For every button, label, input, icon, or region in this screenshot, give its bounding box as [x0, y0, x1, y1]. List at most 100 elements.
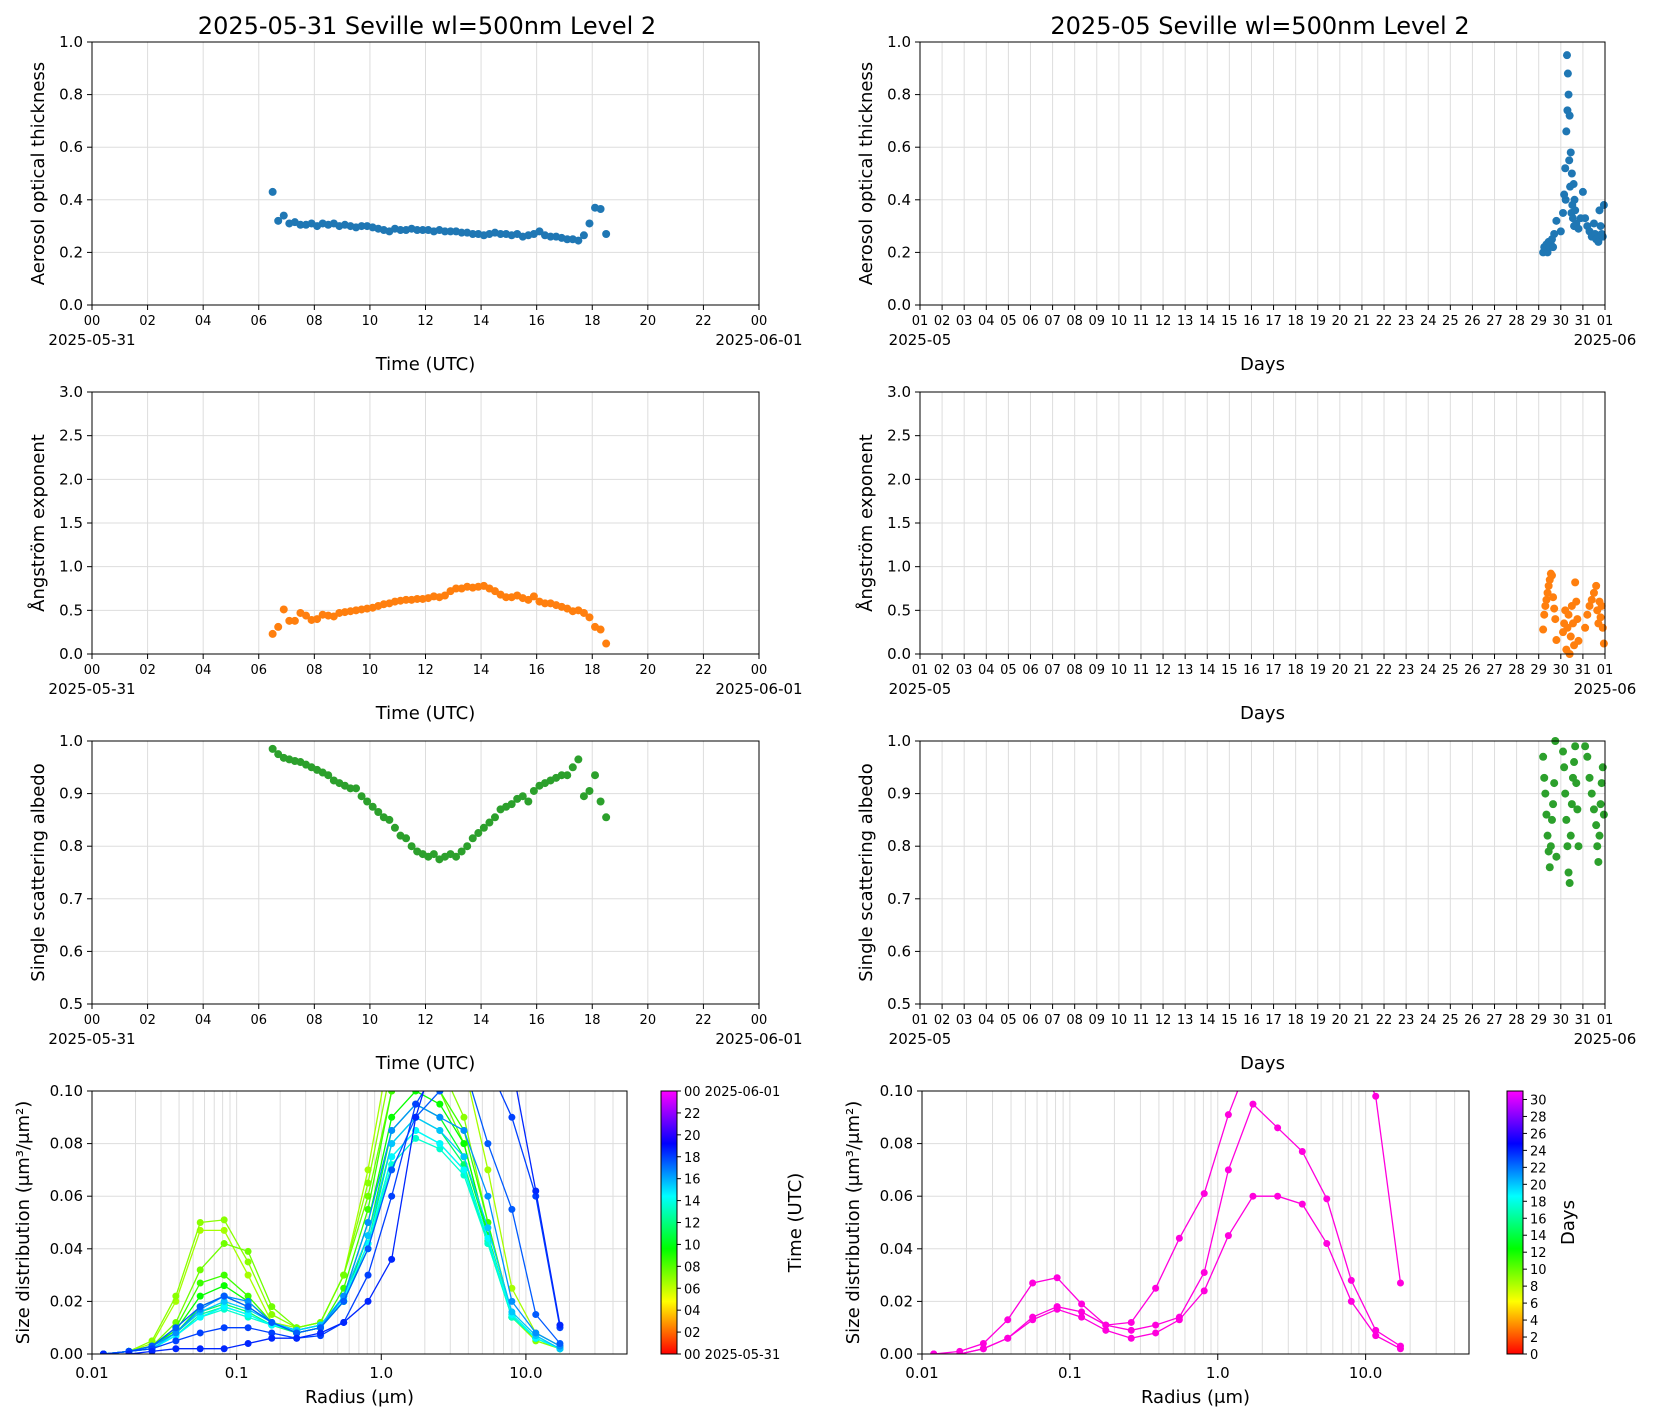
data-point — [1570, 195, 1579, 204]
y-tick-label: 0.10 — [50, 1082, 83, 1100]
size-distribution-point — [1200, 1190, 1208, 1198]
colorbar-tick-label: 4 — [1530, 1314, 1538, 1329]
size-distribution-point — [244, 1247, 252, 1255]
data-point — [1585, 601, 1594, 610]
size-distribution-point — [1396, 1279, 1404, 1287]
data-point — [563, 771, 572, 780]
size-distribution-point — [1127, 1318, 1135, 1326]
size-distribution-point — [268, 1311, 276, 1319]
x-tick-label: 10 — [362, 663, 379, 678]
y-tick-label: 0.04 — [50, 1240, 83, 1258]
x-tick-label: 06 — [250, 314, 267, 329]
x-tick-label: 08 — [306, 314, 323, 329]
size-distribution-point — [220, 1216, 228, 1224]
size-distribution-line — [103, 1091, 561, 1354]
size-distribution-point — [1200, 1268, 1208, 1276]
y-tick-label: 0.6 — [887, 942, 911, 960]
size-distribution-line — [103, 1103, 561, 1354]
size-distribution-point — [460, 982, 467, 989]
colorbar-tick-label: 04 — [684, 1304, 701, 1319]
size-distribution-line — [103, 1091, 561, 1354]
data-point — [1571, 206, 1580, 215]
size-distribution-point — [1249, 1100, 1257, 1108]
colorbar — [660, 1090, 678, 1355]
size-distribution-point — [1298, 1200, 1306, 1208]
y-axis-label: Ångström exponent — [855, 434, 877, 612]
x-tick-label: 06 — [1022, 1013, 1039, 1028]
x-tick-label: 26 — [1464, 1013, 1481, 1028]
x-tick-label: 20 — [640, 1013, 657, 1028]
x-tick-label: 02 — [139, 314, 156, 329]
data-point — [1587, 789, 1596, 798]
data-point — [1550, 779, 1559, 788]
size-distribution-point — [364, 1232, 372, 1240]
x-axis-label: Time (UTC) — [375, 1053, 476, 1074]
x-tick-label: 09 — [1089, 663, 1106, 678]
data-point — [418, 226, 427, 235]
x-tick-label: 07 — [1044, 663, 1061, 678]
size-distribution-point — [979, 1345, 987, 1353]
size-distribution-point — [556, 1321, 564, 1329]
colorbar-label: Time (UTC) — [785, 1173, 806, 1274]
data-point — [574, 755, 583, 764]
x-tick-label: 25 — [1442, 663, 1459, 678]
size-distribution-point — [220, 1240, 228, 1248]
data-point — [507, 800, 516, 809]
x-end-date-label: 2025-06 — [1574, 331, 1637, 349]
size-distribution-point — [364, 1271, 372, 1279]
x-tick-label: 01 — [1597, 1013, 1614, 1028]
y-tick-label: 0.2 — [59, 243, 83, 261]
x-tick-label: 07 — [1044, 314, 1061, 329]
x-tick-label: 16 — [1243, 314, 1260, 329]
data-point — [279, 211, 288, 220]
size-distribution-point — [364, 1205, 372, 1213]
data-point — [1587, 595, 1596, 604]
x-start-date-label: 2025-05-31 — [48, 1030, 135, 1048]
x-tick-label: 05 — [1000, 1013, 1017, 1028]
monthly_aod-panel: 01 02 03 04 05 06 07 08 09 10 11 12 13 14 15 16 17 18 19 20… — [856, 33, 1636, 375]
data-point — [1565, 156, 1574, 165]
x-tick-label: 18 — [1287, 314, 1304, 329]
data-point — [1581, 742, 1590, 751]
x-tick-label: 06 — [1022, 314, 1039, 329]
data-point — [1596, 613, 1605, 622]
x-tick-label: 09 — [1089, 314, 1106, 329]
x-tick-label: 10 — [362, 1013, 379, 1028]
x-tick-label: 13 — [1177, 1013, 1194, 1028]
x-tick-label: 12 — [417, 1013, 434, 1028]
x-tick-label: 00 — [751, 314, 768, 329]
data-point — [413, 226, 422, 235]
size-distribution-point — [244, 1271, 252, 1279]
data-point — [1540, 773, 1549, 782]
y-axis-label: Size distribution (μm³/μm²) — [843, 1101, 864, 1344]
data-point — [452, 584, 461, 593]
size-distribution-point — [196, 1329, 204, 1337]
x-tick-label: 18 — [1287, 663, 1304, 678]
data-point — [524, 797, 533, 806]
x-tick-label: 25 — [1442, 1013, 1459, 1028]
y-tick-label: 0.4 — [59, 191, 83, 209]
data-point — [1559, 747, 1568, 756]
x-tick-label: 10 — [1111, 314, 1128, 329]
y-tick-label: 0.06 — [50, 1187, 83, 1205]
data-point — [1583, 752, 1592, 761]
data-point — [1543, 588, 1552, 597]
x-tick-label: 21 — [1354, 1013, 1371, 1028]
x-start-date-label: 2025-05 — [889, 680, 952, 698]
colorbar-tick-label: 08 — [684, 1260, 701, 1275]
data-point — [1581, 214, 1590, 223]
colorbar-tick-label: 0 — [1530, 1348, 1538, 1363]
size-distribution-point — [436, 1035, 443, 1042]
size-distribution-point — [1200, 1287, 1208, 1295]
size-distribution-point — [460, 1126, 468, 1134]
x-tick-label: 06 — [1022, 663, 1039, 678]
size-distribution-point — [220, 1303, 228, 1311]
size-distribution-point — [172, 1345, 180, 1353]
data-point — [1566, 632, 1575, 641]
size-distribution-point — [148, 1337, 156, 1345]
data-point — [1574, 636, 1583, 645]
y-tick-label: 0.8 — [887, 86, 911, 104]
x-tick-label: 31 — [1575, 314, 1592, 329]
size-distribution-point — [316, 1329, 324, 1337]
data-point — [1543, 831, 1552, 840]
